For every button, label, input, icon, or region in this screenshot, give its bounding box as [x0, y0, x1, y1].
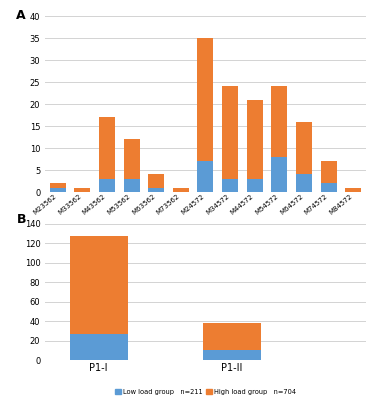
Bar	[70, 236, 127, 334]
Bar	[222, 86, 238, 179]
Bar	[222, 179, 238, 192]
Legend: Low load group   n=211, High load group   n=704: Low load group n=211, High load group n=…	[112, 230, 299, 242]
Bar	[247, 179, 263, 192]
Bar	[148, 174, 164, 188]
Bar	[198, 161, 213, 192]
Bar	[247, 100, 263, 179]
Bar	[198, 38, 213, 161]
Bar	[271, 157, 287, 192]
Text: A: A	[16, 9, 26, 22]
Bar	[296, 122, 312, 174]
Bar	[74, 188, 90, 192]
Bar	[203, 350, 261, 360]
Bar	[296, 174, 312, 192]
Bar	[70, 334, 127, 360]
Bar	[124, 179, 139, 192]
Bar	[124, 139, 139, 179]
Bar	[321, 161, 337, 183]
Bar	[173, 188, 189, 192]
Text: B: B	[16, 213, 26, 226]
Bar	[345, 188, 362, 192]
Bar	[49, 183, 66, 188]
Bar	[271, 86, 287, 157]
Bar	[203, 323, 261, 350]
Legend: Low load group   n=211, High load group   n=704: Low load group n=211, High load group n=…	[112, 386, 299, 398]
Bar	[321, 183, 337, 192]
Bar	[148, 188, 164, 192]
Bar	[49, 188, 66, 192]
Bar	[99, 117, 115, 179]
Bar	[99, 179, 115, 192]
